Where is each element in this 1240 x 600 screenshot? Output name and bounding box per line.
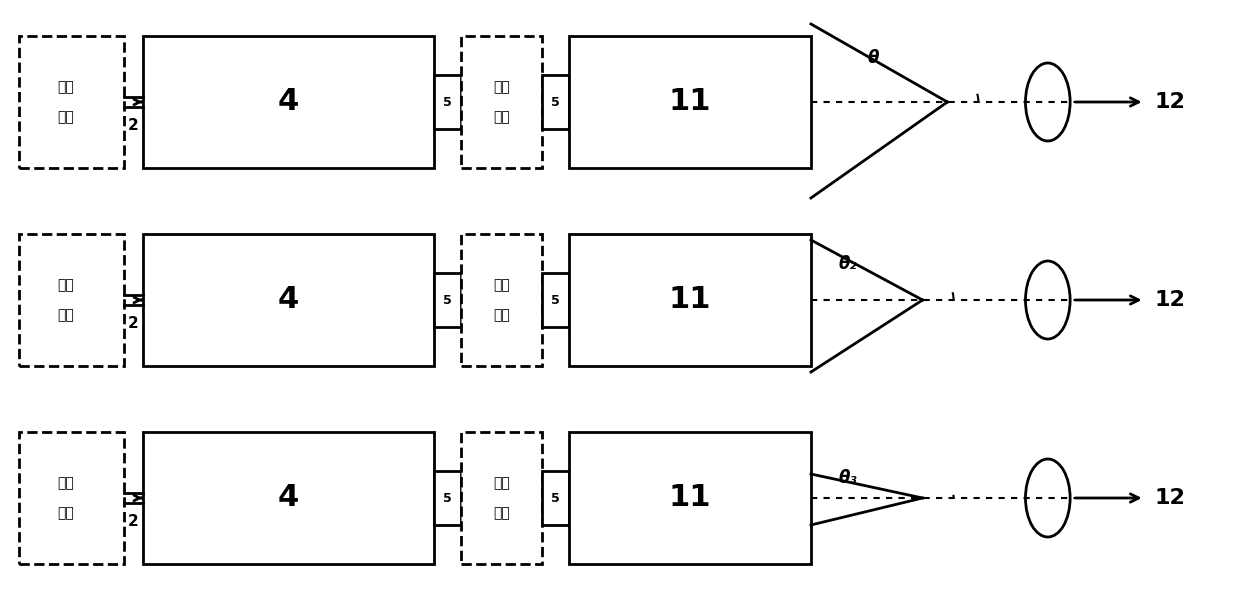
Bar: [569, 234, 811, 366]
Text: θ: θ: [867, 49, 879, 67]
Text: θ₂: θ₂: [838, 255, 858, 273]
Text: 5: 5: [443, 293, 453, 307]
Text: 光路: 光路: [494, 308, 510, 322]
Text: 中间: 中间: [494, 278, 510, 292]
Text: 光路: 光路: [57, 506, 74, 520]
Text: 5: 5: [551, 293, 560, 307]
Ellipse shape: [1025, 459, 1070, 537]
Bar: [461, 432, 542, 564]
Text: θ₃: θ₃: [838, 469, 858, 487]
Bar: [434, 75, 461, 129]
Bar: [434, 273, 461, 327]
Text: 光路: 光路: [494, 506, 510, 520]
Bar: [542, 273, 569, 327]
Bar: [434, 471, 461, 525]
Text: 中间: 中间: [494, 476, 510, 490]
Text: 5: 5: [551, 491, 560, 505]
Text: 11: 11: [668, 286, 712, 314]
Text: 12: 12: [1154, 488, 1185, 508]
Text: 4: 4: [278, 88, 299, 116]
Text: 2: 2: [128, 514, 139, 529]
Bar: [19, 234, 124, 366]
Bar: [19, 432, 124, 564]
Bar: [461, 36, 542, 168]
Text: 12: 12: [1154, 92, 1185, 112]
Text: 11: 11: [668, 88, 712, 116]
Bar: [569, 36, 811, 168]
Text: 光路: 光路: [57, 308, 74, 322]
Text: 中间: 中间: [494, 80, 510, 94]
Bar: [542, 471, 569, 525]
Bar: [569, 432, 811, 564]
Ellipse shape: [1025, 63, 1070, 141]
Text: 光路: 光路: [57, 110, 74, 124]
Bar: [143, 432, 434, 564]
Text: 入射: 入射: [57, 80, 74, 94]
Bar: [542, 75, 569, 129]
Ellipse shape: [1025, 261, 1070, 339]
Bar: [143, 36, 434, 168]
Bar: [143, 234, 434, 366]
Text: 2: 2: [128, 316, 139, 331]
Text: 12: 12: [1154, 290, 1185, 310]
Text: 4: 4: [278, 484, 299, 512]
Text: 2: 2: [128, 118, 139, 133]
Text: 入射: 入射: [57, 278, 74, 292]
Text: 4: 4: [278, 286, 299, 314]
Text: 入射: 入射: [57, 476, 74, 490]
Text: 11: 11: [668, 484, 712, 512]
Text: 5: 5: [443, 491, 453, 505]
Text: 5: 5: [551, 95, 560, 109]
Text: 5: 5: [443, 95, 453, 109]
Text: 光路: 光路: [494, 110, 510, 124]
Bar: [461, 234, 542, 366]
Bar: [19, 36, 124, 168]
